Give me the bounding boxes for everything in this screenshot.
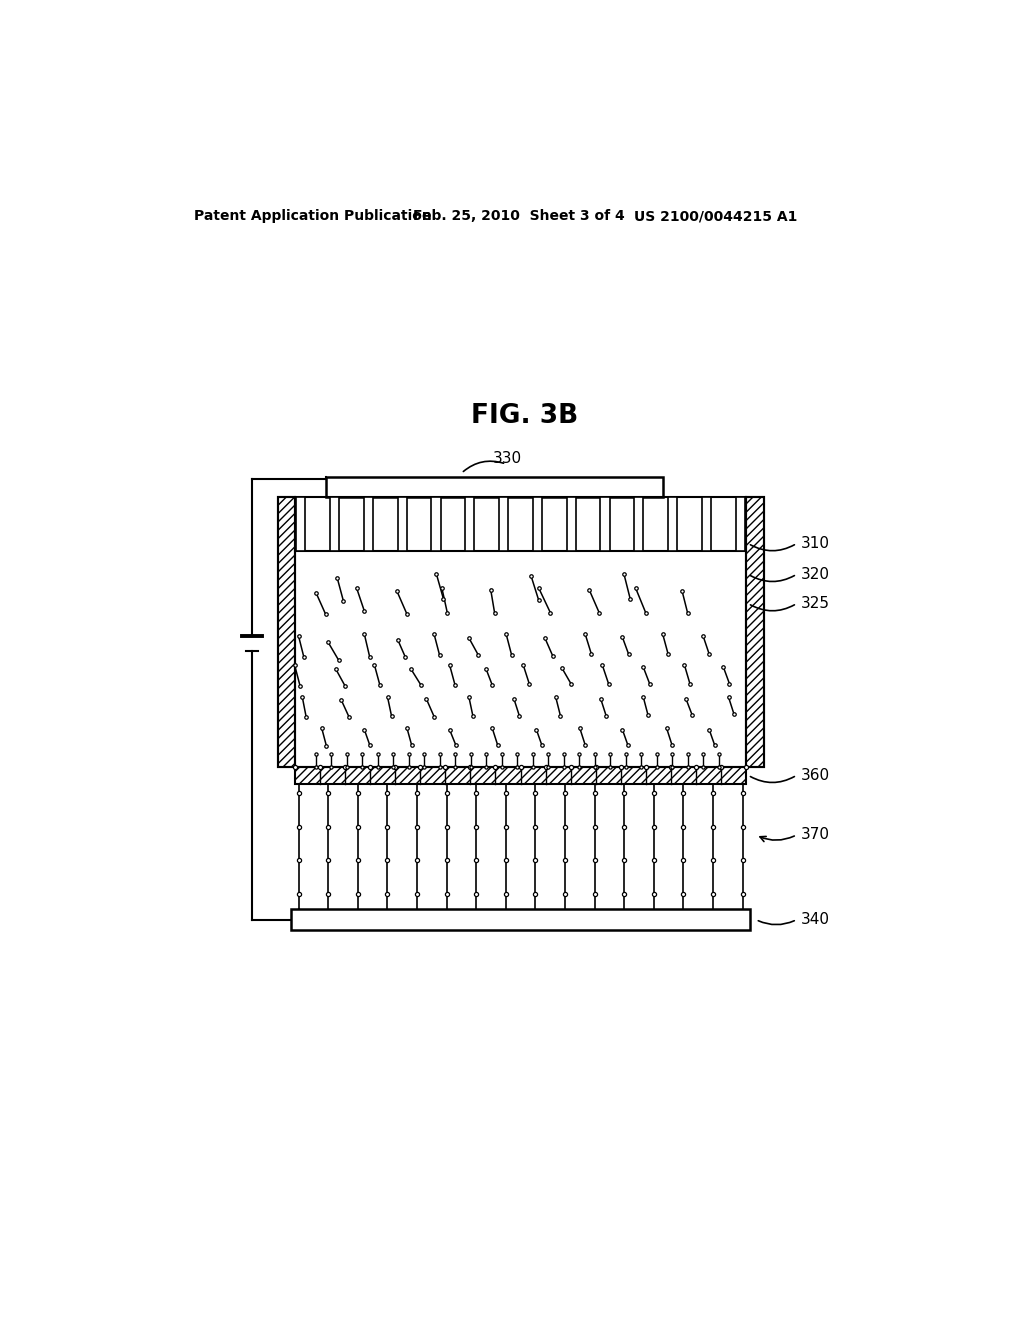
Bar [600, 498, 609, 552]
Bar [634, 498, 643, 552]
Text: US 2100/0044215 A1: US 2100/0044215 A1 [634, 209, 798, 223]
Bar [532, 498, 542, 552]
Text: Feb. 25, 2010  Sheet 3 of 4: Feb. 25, 2010 Sheet 3 of 4 [414, 209, 625, 223]
Bar [291, 909, 751, 929]
Bar [499, 498, 508, 552]
Bar [295, 767, 746, 784]
Bar [278, 498, 295, 767]
Bar [465, 498, 474, 552]
Bar [431, 498, 440, 552]
Bar [701, 498, 711, 552]
Text: FIG. 3B: FIG. 3B [471, 404, 579, 429]
Bar [397, 498, 407, 552]
Bar [295, 767, 746, 784]
Bar [278, 498, 295, 767]
Text: Patent Application Publication: Patent Application Publication [194, 209, 432, 223]
Bar [295, 498, 746, 767]
Bar [364, 498, 373, 552]
Text: 370: 370 [801, 828, 829, 842]
Text: 320: 320 [801, 566, 829, 582]
Bar [326, 478, 663, 498]
Bar [330, 498, 339, 552]
Bar [735, 498, 744, 552]
Text: 310: 310 [801, 536, 829, 550]
Text: 340: 340 [801, 912, 829, 927]
Bar [746, 498, 764, 767]
Text: 325: 325 [801, 595, 829, 611]
Text: 330: 330 [494, 451, 522, 466]
Bar [296, 498, 305, 552]
Text: 360: 360 [801, 768, 829, 783]
Bar [746, 498, 764, 767]
Bar [566, 498, 575, 552]
Bar [668, 498, 677, 552]
